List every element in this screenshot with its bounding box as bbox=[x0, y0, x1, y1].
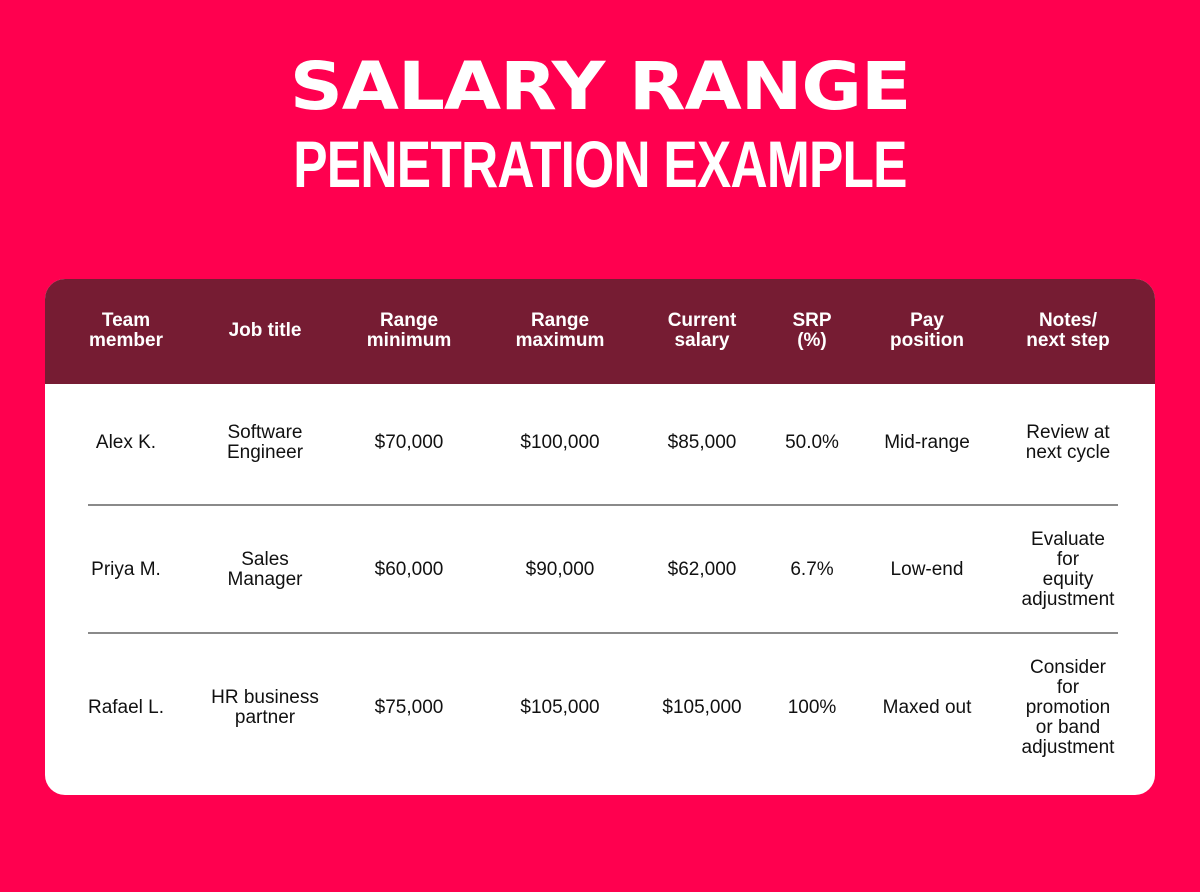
cell-job-title: HR business partner bbox=[211, 687, 319, 728]
cell-pay-position: Maxed out bbox=[882, 697, 972, 718]
cell-range-minimum: $75,000 bbox=[374, 697, 444, 718]
header-srp: SRP (%) bbox=[792, 310, 832, 351]
cell-srp: 50.0% bbox=[785, 432, 839, 453]
cell-notes: Consider for promotion or band adjustmen… bbox=[1021, 657, 1115, 758]
header-current-salary: Current salary bbox=[667, 310, 737, 351]
cell-team-member: Rafael L. bbox=[87, 697, 165, 718]
row-divider bbox=[88, 504, 1118, 506]
cell-current-salary: $85,000 bbox=[667, 432, 737, 453]
cell-srp: 100% bbox=[787, 697, 837, 718]
title-line-2: PENETRATION EXAMPLE bbox=[293, 127, 907, 201]
cell-range-maximum: $105,000 bbox=[520, 697, 600, 718]
cell-range-minimum: $60,000 bbox=[374, 559, 444, 580]
header-range-minimum: Range minimum bbox=[366, 310, 452, 351]
cell-team-member: Alex K. bbox=[95, 432, 157, 453]
title-line-1: SALARY RANGE bbox=[289, 48, 912, 125]
header-job-title: Job title bbox=[228, 320, 302, 341]
cell-job-title: Sales Manager bbox=[227, 549, 303, 590]
cell-srp: 6.7% bbox=[790, 559, 834, 580]
header-range-maximum: Range maximum bbox=[515, 310, 605, 351]
salary-table: Team member Job title Range minimum Rang… bbox=[45, 279, 1155, 795]
table-header: Team member Job title Range minimum Rang… bbox=[45, 279, 1155, 384]
header-pay-position: Pay position bbox=[890, 310, 964, 351]
cell-notes: Review at next cycle bbox=[1025, 422, 1111, 463]
cell-range-maximum: $90,000 bbox=[525, 559, 595, 580]
cell-job-title: Software Engineer bbox=[226, 422, 304, 463]
cell-pay-position: Low-end bbox=[890, 559, 964, 580]
cell-current-salary: $62,000 bbox=[667, 559, 737, 580]
cell-range-maximum: $100,000 bbox=[520, 432, 600, 453]
header-notes: Notes/ next step bbox=[1026, 310, 1110, 351]
cell-notes: Evaluate for equity adjustment bbox=[1021, 529, 1115, 610]
cell-pay-position: Mid-range bbox=[884, 432, 970, 453]
row-divider bbox=[88, 632, 1118, 634]
cell-current-salary: $105,000 bbox=[662, 697, 742, 718]
cell-team-member: Priya M. bbox=[91, 559, 161, 580]
cell-range-minimum: $70,000 bbox=[374, 432, 444, 453]
header-team-member: Team member bbox=[89, 310, 163, 351]
